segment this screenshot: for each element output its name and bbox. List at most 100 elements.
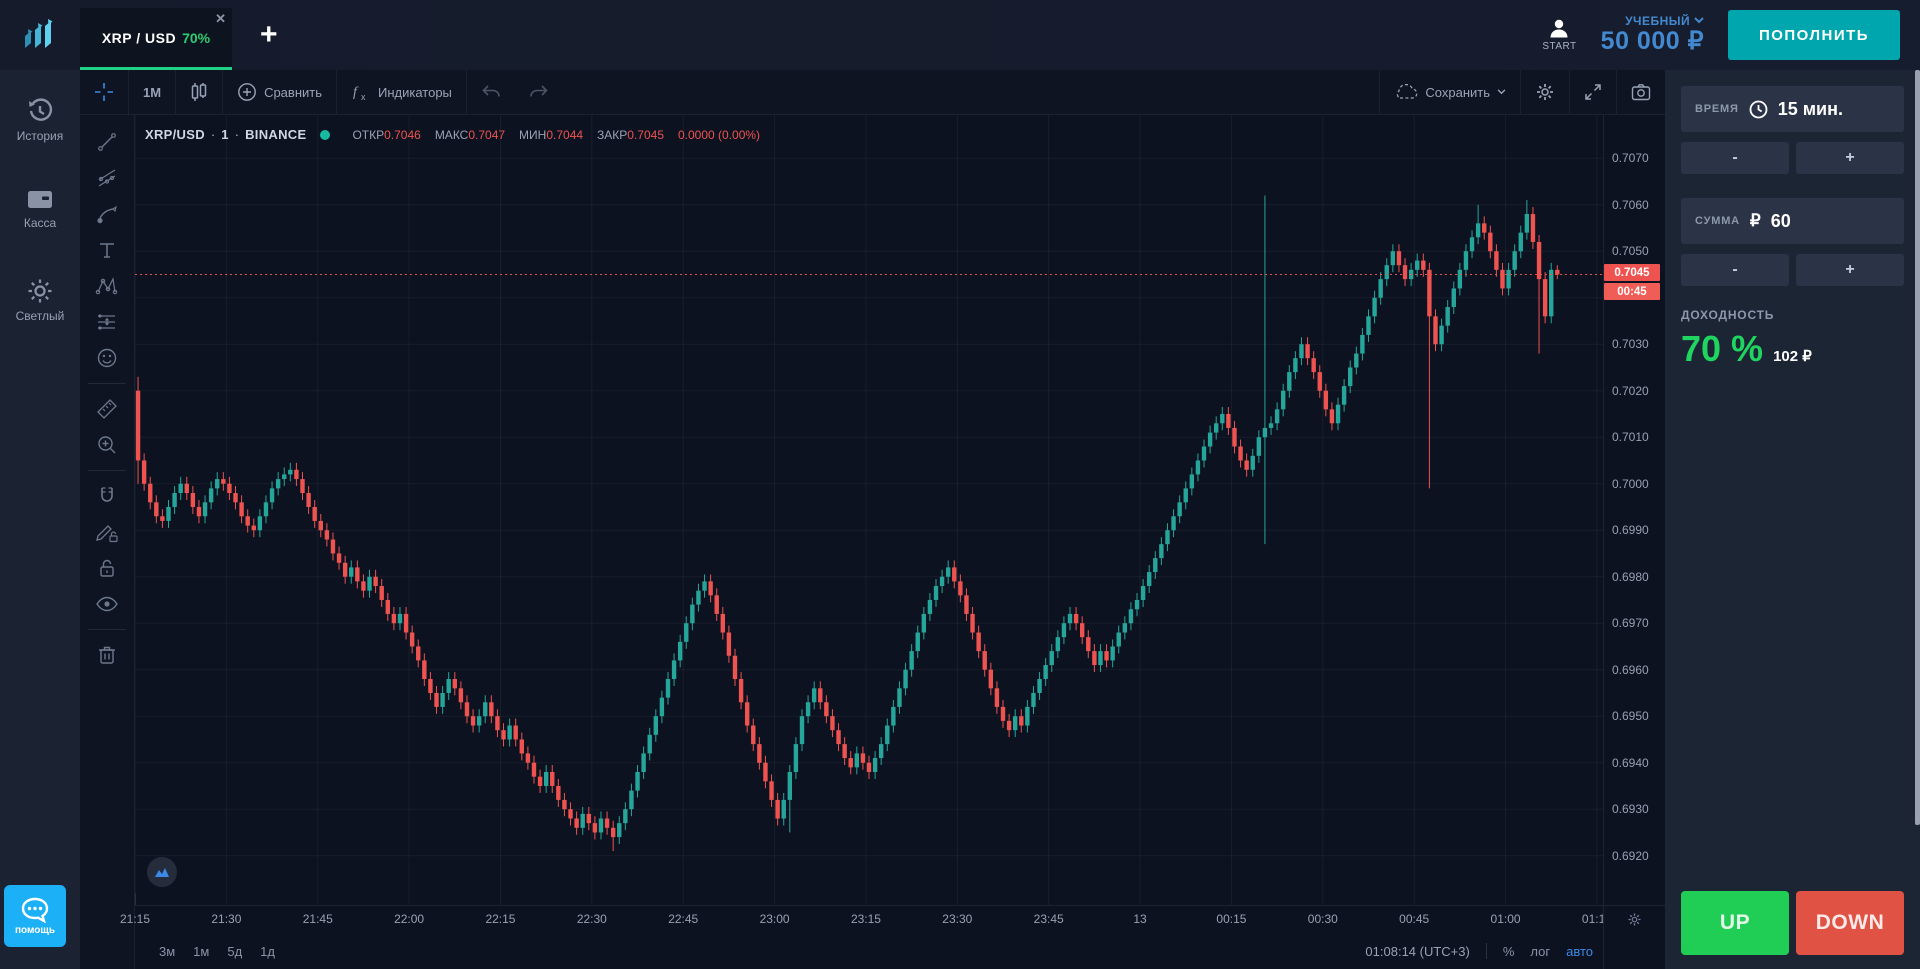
trendline-tool[interactable]: [88, 125, 126, 159]
text-icon: [100, 243, 114, 258]
tab-symbol: XRP / USD: [101, 29, 177, 46]
deposit-button[interactable]: ПОПОЛНИТЬ: [1728, 10, 1900, 60]
candlestick-chart[interactable]: XRP/USD · 1 · BINANCE ОТКР0.7046 МАКС0.7…: [135, 115, 1603, 905]
time-axis[interactable]: 21:15 21:30 21:45 22:00 22:15 22:30 22:45 23:00…: [120, 905, 1612, 933]
help-button[interactable]: помощь: [4, 885, 66, 947]
time-value: 15 мин.: [1777, 98, 1843, 119]
range-switcher: 3м 1м 5д 1д: [135, 944, 275, 959]
price-tick: 0.6960: [1612, 662, 1649, 677]
time-plus-button[interactable]: +: [1796, 142, 1904, 174]
expiry-time-field[interactable]: ВРЕМЯ 15 мин.: [1681, 86, 1904, 132]
chart-canvas: [135, 115, 1603, 905]
payout-percent: 70 %: [1681, 328, 1764, 369]
lock-all-tool[interactable]: [88, 551, 126, 585]
wallet-icon: [28, 191, 52, 208]
ohlc-low: 0.7044: [546, 128, 584, 142]
tab-close-icon[interactable]: ✕: [215, 11, 226, 26]
time-minus-button[interactable]: -: [1681, 142, 1789, 174]
clock-icon: [1749, 100, 1768, 118]
app-logo[interactable]: [0, 0, 80, 70]
amount-plus-button[interactable]: +: [1796, 254, 1904, 286]
add-tab-button[interactable]: +: [260, 18, 278, 51]
amount-field[interactable]: СУММА ₽ 60: [1681, 198, 1904, 244]
time-tick: 21:15: [119, 912, 151, 926]
price-tick: 0.6990: [1612, 523, 1649, 538]
time-tick: 23:00: [759, 912, 790, 926]
crosshair-icon: [95, 83, 113, 101]
save-layout-button[interactable]: Сохранить: [1379, 70, 1521, 114]
time-tick: 00:30: [1307, 912, 1338, 926]
price-axis[interactable]: 0.7045 00:45 0.7070 0.7060 0.7050 0.7030 0.7…: [1603, 115, 1665, 969]
price-tick: 0.7060: [1612, 197, 1649, 212]
redo-button[interactable]: [515, 70, 563, 114]
stay-in-drawing-mode-tool[interactable]: [88, 515, 126, 549]
range-3m[interactable]: 3м: [159, 943, 176, 959]
price-tick: 0.6980: [1612, 569, 1649, 584]
collapse-toolbar-handle[interactable]: ‹: [135, 893, 136, 905]
session-clock[interactable]: 01:08:14 (UTC+3): [1365, 943, 1470, 959]
account-type-dropdown[interactable]: УЧЕБНЫЙ: [1601, 14, 1704, 28]
app-sidebar: История Касса Светлый помощь: [0, 70, 80, 969]
log-scale-toggle[interactable]: лог: [1530, 943, 1551, 959]
range-5d[interactable]: 5д: [227, 943, 243, 959]
remove-drawings-tool[interactable]: [88, 638, 126, 672]
price-tick: 0.7010: [1612, 430, 1649, 445]
percent-scale-toggle[interactable]: %: [1502, 943, 1515, 959]
price-axis-settings-button[interactable]: [1604, 905, 1665, 933]
amount-minus-button[interactable]: -: [1681, 254, 1789, 286]
undo-button[interactable]: [467, 70, 515, 114]
legend-symbol[interactable]: XRP/USD: [145, 127, 205, 142]
interval-button[interactable]: 1М: [129, 70, 177, 114]
time-tick: 23:15: [850, 912, 881, 926]
down-button[interactable]: DOWN: [1796, 891, 1904, 955]
chart-settings-button[interactable]: [1521, 70, 1570, 114]
chart-area: 1М Сравнить f x Индикаторы: [80, 70, 1665, 969]
start-tour-button[interactable]: START: [1542, 18, 1576, 52]
fullscreen-button[interactable]: [1570, 70, 1617, 114]
brush-tool[interactable]: [88, 197, 126, 231]
range-1d[interactable]: 1д: [260, 943, 275, 959]
trendline-icon: [98, 133, 116, 151]
trade-panel: ВРЕМЯ 15 мин. - + СУММА ₽ 60 - + ДОХОДНО…: [1665, 70, 1920, 969]
price-tick: 0.7050: [1612, 244, 1649, 259]
indicators-button[interactable]: f x Индикаторы: [337, 70, 467, 114]
sidebar-item-cashier[interactable]: Касса: [0, 173, 80, 242]
range-1m[interactable]: 1м: [193, 943, 210, 959]
compare-button[interactable]: Сравнить: [223, 70, 337, 114]
magnet-tool[interactable]: [88, 479, 126, 513]
price-tick: 0.7070: [1612, 151, 1649, 166]
text-tool[interactable]: [88, 233, 126, 267]
pattern-tool[interactable]: [88, 269, 126, 303]
chart-style-button[interactable]: [176, 70, 224, 114]
gear-icon: [1537, 84, 1553, 100]
chart-legend: XRP/USD · 1 · BINANCE ОТКР0.7046 МАКС0.7…: [145, 127, 761, 142]
zoom-in-tool[interactable]: [88, 428, 126, 462]
chart-watermark-button[interactable]: [147, 857, 177, 887]
account-balance: 50 000 ₽: [1600, 26, 1704, 55]
measure-tool[interactable]: [88, 392, 126, 426]
camera-icon: [1631, 84, 1651, 101]
time-tick: 22:45: [668, 912, 699, 926]
svg-text:f: f: [353, 85, 359, 100]
candle-countdown-badge: 00:45: [1604, 283, 1660, 301]
time-tick: 13: [1133, 912, 1147, 926]
time-tick: 00:15: [1216, 912, 1247, 926]
sidebar-item-theme[interactable]: Светлый: [0, 264, 80, 335]
svg-text:x: x: [361, 92, 366, 102]
forecast-tool[interactable]: [88, 305, 126, 339]
scrollbar-thumb[interactable]: [1915, 70, 1920, 825]
sidebar-item-history[interactable]: История: [0, 84, 80, 155]
up-button[interactable]: UP: [1681, 891, 1789, 955]
top-bar: XRP / USD 70% ✕ + START УЧЕБНЫЙ 50 000 ₽…: [0, 0, 1920, 70]
gann-fib-tool[interactable]: [88, 161, 126, 195]
auto-scale-toggle[interactable]: авто: [1566, 943, 1593, 959]
account-info[interactable]: УЧЕБНЫЙ 50 000 ₽: [1600, 14, 1704, 56]
hide-all-tool[interactable]: [88, 587, 126, 621]
emoji-tool[interactable]: [88, 341, 126, 375]
crosshair-tool-button[interactable]: [80, 70, 129, 114]
screenshot-button[interactable]: [1617, 70, 1665, 114]
time-tick: 23:30: [942, 912, 973, 926]
page-scrollbar[interactable]: [1915, 70, 1920, 969]
time-tick: 22:15: [485, 912, 516, 926]
asset-tab-xrp-usd[interactable]: XRP / USD 70% ✕: [80, 8, 232, 70]
